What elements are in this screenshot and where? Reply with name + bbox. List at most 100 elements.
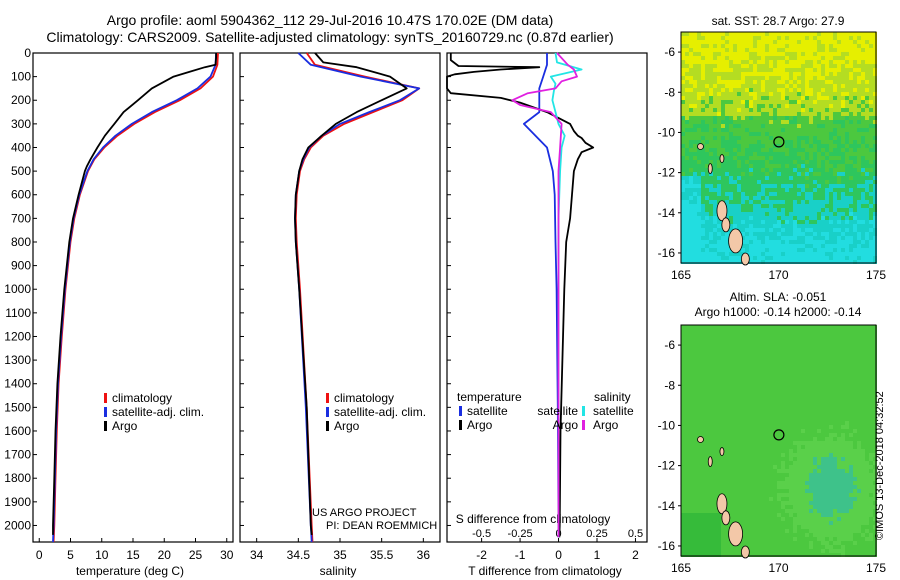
sst-cell [773, 248, 777, 252]
sst-cell [681, 184, 685, 188]
sst-cell [853, 204, 857, 208]
sst-cell [821, 240, 825, 244]
sst-cell [837, 220, 841, 224]
sst-cell [869, 160, 873, 164]
sla-cell [701, 401, 705, 405]
sst-cell [849, 212, 853, 216]
sst-cell [873, 104, 877, 108]
sst-cell [725, 132, 729, 136]
sst-cell [833, 196, 837, 200]
sla-cell [729, 461, 733, 465]
sla-cell [817, 473, 821, 477]
sst-cell [825, 124, 829, 128]
sla-cell [681, 481, 685, 485]
sst-cell [713, 128, 717, 132]
sst-cell [705, 72, 709, 76]
sst-cell [725, 140, 729, 144]
sst-cell [865, 132, 869, 136]
sla-cell [749, 485, 753, 489]
sst-cell [833, 192, 837, 196]
sst-cell [805, 100, 809, 104]
sla-cell [841, 469, 845, 473]
sst-cell [793, 212, 797, 216]
sst-cell [685, 48, 689, 52]
sla-cell [713, 425, 717, 429]
sla-cell [837, 389, 841, 393]
sst-cell [857, 248, 861, 252]
sla-cell [709, 465, 713, 469]
sla-cell [709, 381, 713, 385]
sst-cell [733, 184, 737, 188]
sla-cell [829, 345, 833, 349]
sla-cell [745, 361, 749, 365]
sla-cell [725, 337, 729, 341]
sst-cell [837, 176, 841, 180]
sst-cell [793, 96, 797, 100]
sla-cell [805, 477, 809, 481]
sst-cell [817, 44, 821, 48]
tdiff-tick-label: -1 [515, 548, 526, 562]
sla-cell [805, 433, 809, 437]
sst-cell [761, 208, 765, 212]
sla-cell [845, 353, 849, 357]
sst-cell [857, 80, 861, 84]
sla-cell [741, 397, 745, 401]
sst-cell [705, 240, 709, 244]
sst-cell [749, 76, 753, 80]
sst-cell [797, 76, 801, 80]
sla-cell [849, 329, 853, 333]
sla-cell [857, 481, 861, 485]
sla-cell [805, 461, 809, 465]
sla-cell [865, 481, 869, 485]
sst-cell [705, 52, 709, 56]
sla-cell [713, 441, 717, 445]
sst-cell [777, 88, 781, 92]
sla-cell [849, 441, 853, 445]
sst-cell [745, 188, 749, 192]
sla-cell [769, 373, 773, 377]
sst-cell [693, 152, 697, 156]
sst-cell [761, 60, 765, 64]
sst-cell [865, 232, 869, 236]
sst-cell [765, 128, 769, 132]
sst-cell [693, 120, 697, 124]
sla-cell [733, 421, 737, 425]
sst-cell [721, 36, 725, 40]
sla-cell [829, 429, 833, 433]
sst-cell [861, 68, 865, 72]
sla-cell [729, 373, 733, 377]
sst-cell [833, 124, 837, 128]
sst-cell [873, 176, 877, 180]
sst-cell [769, 124, 773, 128]
sst-cell [689, 60, 693, 64]
sla-cell [725, 465, 729, 469]
sst-cell [689, 240, 693, 244]
sst-cell [817, 164, 821, 168]
sst-cell [777, 124, 781, 128]
sst-cell [785, 64, 789, 68]
sst-cell [809, 200, 813, 204]
sla-cell [825, 425, 829, 429]
sst-cell [689, 212, 693, 216]
sla-cell [697, 453, 701, 457]
sst-cell [861, 228, 865, 232]
sla-cell [709, 337, 713, 341]
sla-cell [813, 397, 817, 401]
sst-cell [789, 260, 793, 264]
sst-cell [725, 236, 729, 240]
sst-cell [825, 120, 829, 124]
sst-cell [801, 48, 805, 52]
sla-cell [869, 393, 873, 397]
sst-cell [861, 144, 865, 148]
sst-cell [737, 168, 741, 172]
sla-cell [773, 445, 777, 449]
sla-cell [697, 425, 701, 429]
sst-cell [765, 188, 769, 192]
sla-cell [857, 417, 861, 421]
sst-cell [849, 128, 853, 132]
sst-cell [757, 136, 761, 140]
sst-cell [793, 88, 797, 92]
sla-cell [741, 333, 745, 337]
sst-cell [717, 56, 721, 60]
sla-cell [685, 485, 689, 489]
